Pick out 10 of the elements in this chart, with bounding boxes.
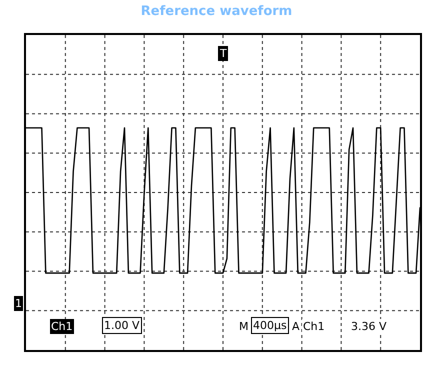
text: M — [239, 320, 248, 333]
text: 3.36 V — [351, 320, 387, 333]
text: 1.00 V — [104, 319, 140, 332]
text: Ch1 — [51, 320, 73, 333]
text: A — [292, 320, 300, 333]
text: T — [219, 47, 227, 60]
text: 1 — [15, 297, 22, 310]
text: Ch1 — [303, 320, 325, 333]
text: 400µs — [253, 319, 287, 332]
chart-title: Reference waveform — [140, 4, 292, 19]
